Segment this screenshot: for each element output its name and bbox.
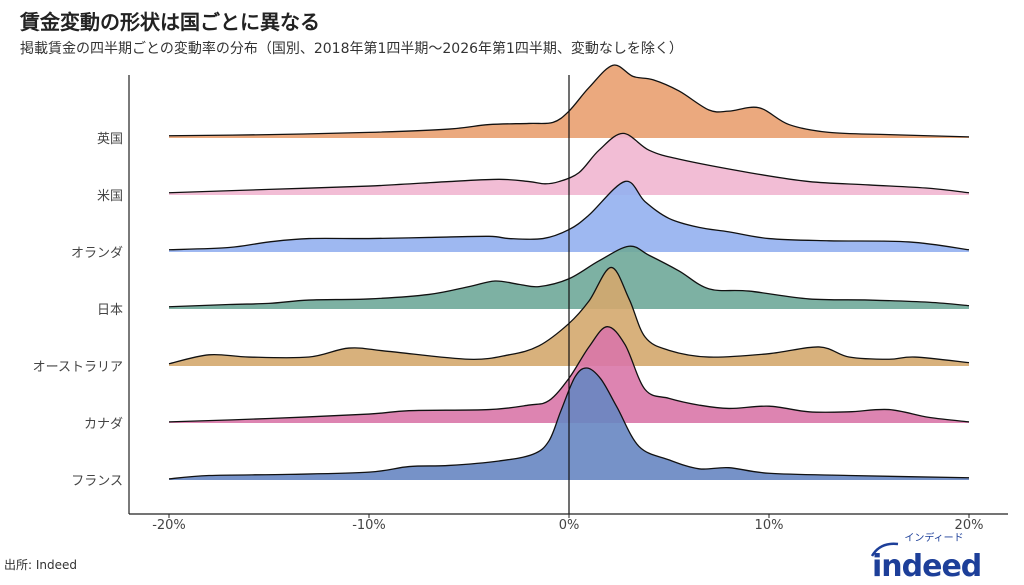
ridge-outline-6 — [168, 367, 970, 480]
x-tick-label: -10% — [352, 518, 386, 533]
logo-katakana: インディード — [904, 531, 963, 544]
x-tick-label: -20% — [152, 518, 186, 533]
x-tick-label: 0% — [559, 518, 580, 533]
ridge-area-0 — [169, 64, 969, 138]
y-label: 日本 — [97, 303, 123, 318]
y-label: カナダ — [84, 417, 123, 432]
y-label: オランダ — [71, 246, 123, 261]
x-tick-label: 20% — [955, 518, 984, 533]
x-tick-label: 10% — [755, 518, 784, 533]
indeed-logo: インディード indeed — [870, 531, 982, 584]
y-label: オーストラリア — [33, 360, 123, 375]
y-label: フランス — [71, 474, 123, 489]
ridge-outline-1 — [168, 132, 970, 194]
y-label: 米国 — [97, 189, 123, 204]
source-note: 出所: Indeed — [4, 558, 78, 572]
ridge-area-1 — [169, 133, 969, 195]
logo-text: indeed — [872, 549, 981, 584]
ridge-outline-5 — [168, 326, 970, 423]
ridge-outline-0 — [168, 64, 970, 138]
ridge-outline-4 — [168, 266, 970, 365]
chart-title: 賃金変動の形状は国ごとに異なる — [20, 10, 320, 34]
x-axis-labels: -20% -10% 0% 10% 20% — [152, 514, 983, 533]
y-label: 英国 — [97, 132, 123, 147]
chart-subtitle: 掲載賃金の四半期ごとの変動率の分布（国別、2018年第1四半期〜2026年第1四… — [20, 41, 683, 57]
ridge-outline-2 — [168, 180, 970, 251]
